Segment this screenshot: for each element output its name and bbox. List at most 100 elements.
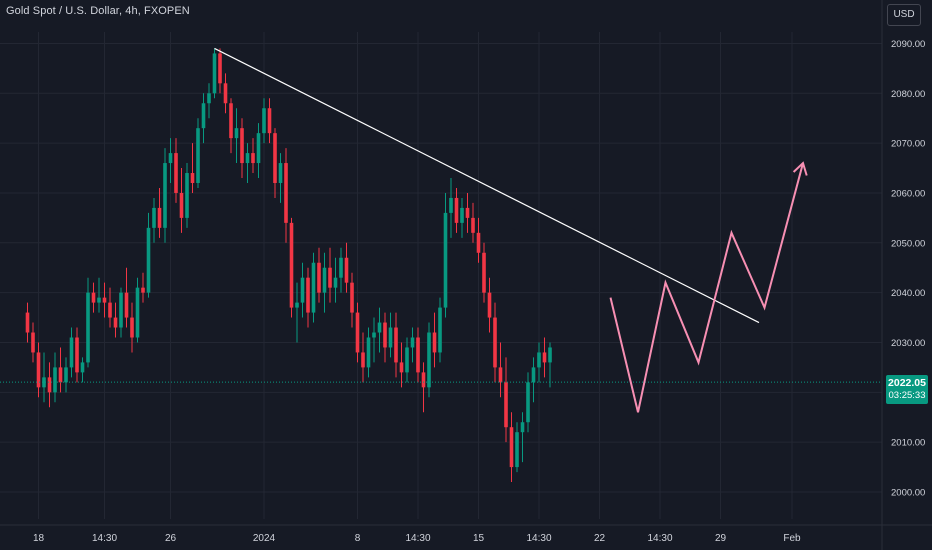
candle-body [179,192,184,218]
candle [432,312,437,368]
candle [361,332,365,383]
candle [509,412,514,483]
candle-body [229,103,233,139]
x-tick-label: 14:30 [405,533,430,544]
candle [278,153,283,203]
candle [438,297,442,363]
candle [31,322,35,363]
candle-body [355,312,360,353]
candle-body [262,108,266,134]
candle-body [487,292,492,318]
candle [383,312,387,363]
candle-body [130,317,134,338]
bar-countdown: 03:25:33 [888,390,926,401]
candle-body [432,332,437,353]
candle [53,352,57,403]
candle-body [223,83,228,104]
candle-body [190,173,195,183]
candle-body [234,128,239,139]
candle [185,163,189,228]
candle [212,48,217,99]
candle-body [47,377,52,393]
candle-body [31,332,35,353]
candle [388,312,393,358]
candle-body [218,53,222,84]
candle-body [454,197,459,223]
candle-body [201,103,206,129]
candle-body [427,332,431,388]
candle [146,212,151,298]
candle-body [124,292,129,318]
candle-body [42,377,46,388]
candle [119,287,123,338]
candle [91,282,96,313]
candle-body [520,422,525,433]
candle-body [542,352,547,363]
candle [322,252,327,313]
currency-button[interactable]: USD [887,4,921,26]
candle [416,327,420,383]
candle-body [361,352,365,368]
candle-body [86,292,90,363]
candle-body [405,347,409,373]
candle [25,302,30,343]
candle-body [36,352,41,388]
candle [108,287,112,328]
candle [256,123,261,179]
candle [157,187,162,238]
candle-body [245,153,250,164]
candle-body [537,352,541,368]
candle-body [75,337,79,373]
symbol-title: Gold Spot / U.S. Dollar, 4h, FXOPEN [6,5,190,17]
last-price-badge: 2022.05 03:25:33 [886,375,928,404]
candle-body [102,297,107,303]
candle-body [531,367,536,383]
x-tick-label: 18 [33,533,45,544]
y-tick-label: 2000.00 [891,488,925,499]
candle [443,192,448,318]
candle-body [58,367,63,383]
candle [366,327,371,378]
candle [163,148,167,243]
candle-body [69,337,74,368]
candle-body [460,207,464,223]
y-tick-label: 2010.00 [891,438,925,449]
candle-body [64,367,68,383]
x-tick-label: 22 [594,533,606,544]
candle [548,342,552,388]
candle-body [284,163,288,223]
candle [493,302,497,383]
projection-arrowhead [792,161,808,176]
candle-body [174,153,178,193]
y-tick-label: 2080.00 [891,89,925,100]
y-tick-label: 2030.00 [891,338,925,349]
candle [196,118,200,188]
candle [262,98,266,144]
candle [515,422,519,473]
candle-body [449,197,453,213]
candle-body [438,307,442,353]
candle [113,302,118,338]
candle [152,197,156,243]
candle [245,143,250,183]
candle-body [295,302,299,308]
candle-body [339,257,343,278]
candle [333,257,338,303]
candle [223,73,228,114]
x-tick-label: 14:30 [92,533,117,544]
candle [207,83,211,119]
candle-body [240,128,244,164]
y-tick-label: 2040.00 [891,288,925,299]
candle [64,357,68,393]
candle-body [410,337,415,348]
candle [80,357,85,383]
candle-body [366,337,371,368]
candle-body [113,317,118,328]
candle [42,352,46,403]
candle-body [317,262,321,293]
candle-body [185,173,189,218]
candle-body [504,382,508,428]
candle-body [152,207,156,228]
